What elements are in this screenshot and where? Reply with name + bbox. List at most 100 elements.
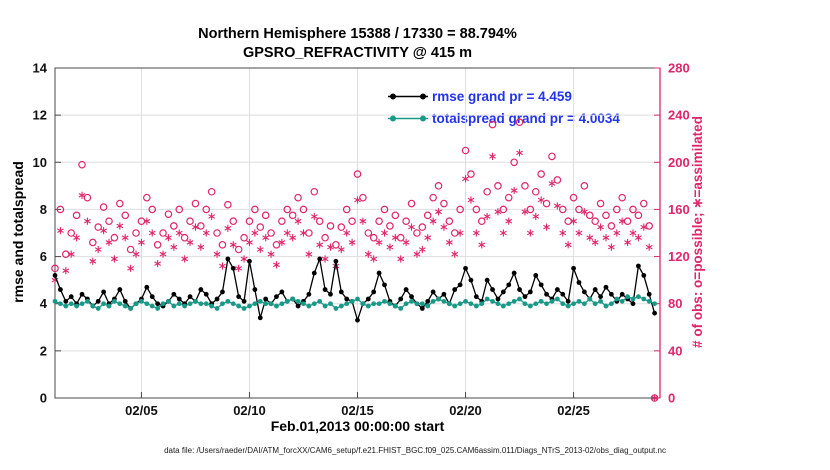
data-point-assimilated [143, 218, 151, 224]
data-point-possible [51, 264, 59, 273]
data-point-totalspread [436, 296, 441, 302]
data-point-assimilated [121, 235, 129, 240]
data-point-possible [396, 233, 405, 242]
data-point-rmse [425, 298, 431, 304]
series-line-rmse [54, 256, 656, 323]
data-point-possible [348, 217, 356, 226]
data-point-rmse [187, 294, 193, 300]
data-point-assimilated [219, 263, 226, 269]
data-point-possible [229, 217, 238, 226]
data-point-rmse [511, 270, 517, 276]
data-point-rmse [95, 298, 101, 304]
data-point-totalspread [268, 301, 274, 307]
data-point-possible [645, 222, 653, 230]
data-point-totalspread [311, 301, 317, 307]
data-point-totalspread [598, 298, 603, 304]
data-point-rmse [52, 273, 58, 278]
data-point-assimilated [116, 223, 124, 229]
data-point-possible [305, 229, 313, 237]
data-point-totalspread [527, 303, 533, 309]
data-point-totalspread [290, 296, 296, 302]
data-point-totalspread [549, 298, 555, 304]
data-point-totalspread [122, 303, 128, 309]
data-point-rmse [328, 291, 333, 297]
data-point-rmse [581, 289, 587, 295]
data-point-totalspread [441, 298, 447, 304]
data-point-rmse [338, 289, 344, 295]
data-point-possible [191, 199, 200, 208]
data-point-totalspread [182, 303, 188, 309]
right-tick-label: 280 [668, 61, 690, 76]
data-point-rmse [495, 296, 501, 302]
data-point-totalspread [58, 301, 63, 307]
data-point-totalspread [592, 301, 598, 307]
data-point-rmse [236, 294, 242, 300]
data-point-possible [499, 205, 508, 214]
data-point-totalspread [95, 306, 101, 311]
data-point-totalspread [322, 303, 328, 309]
data-point-possible [456, 205, 464, 214]
data-point-possible [143, 193, 151, 202]
data-point-assimilated [543, 224, 550, 230]
right-tick-label: 160 [668, 202, 690, 217]
data-point-assimilated [516, 150, 523, 156]
data-point-assimilated [192, 224, 199, 230]
data-point-rmse [490, 287, 495, 292]
data-point-rmse [257, 315, 263, 321]
data-point-totalspread [220, 301, 225, 307]
data-point-assimilated [597, 224, 604, 230]
data-point-assimilated [591, 240, 599, 245]
data-point-possible [105, 217, 113, 226]
data-point-possible [132, 229, 140, 237]
data-point-possible [332, 240, 340, 249]
data-point-possible [207, 187, 216, 196]
data-point-rmse [306, 291, 312, 297]
data-point-possible [542, 199, 551, 208]
data-point-possible [639, 199, 648, 208]
data-point-assimilated [105, 240, 113, 245]
data-point-totalspread [349, 298, 355, 304]
data-point-totalspread [576, 298, 582, 304]
data-point-possible [585, 211, 594, 220]
data-point-totalspread [112, 298, 117, 304]
data-point-totalspread [133, 301, 139, 307]
data-point-totalspread [149, 303, 155, 309]
data-point-possible [418, 223, 427, 231]
data-point-rmse [230, 265, 236, 271]
data-point-possible [272, 240, 281, 249]
data-point-assimilated [56, 228, 64, 233]
data-point-possible [391, 211, 400, 220]
data-point-totalspread [538, 298, 544, 304]
right-tick-label: 40 [668, 343, 682, 358]
data-point-totalspread [522, 301, 528, 307]
data-point-possible [261, 211, 270, 220]
right-tick-label: 0 [668, 391, 675, 406]
data-point-possible [423, 211, 432, 220]
data-point-rmse [452, 287, 458, 292]
data-point-totalspread [74, 303, 80, 309]
data-point-assimilated [532, 214, 540, 219]
data-point-rmse [500, 289, 506, 295]
data-point-assimilated [100, 228, 108, 233]
data-point-totalspread [365, 303, 371, 309]
data-point-assimilated [613, 230, 621, 236]
data-point-rmse [144, 284, 150, 290]
data-point-totalspread [274, 303, 279, 309]
x-tick-label: 02/05 [125, 403, 158, 418]
left-tick-label: 2 [40, 343, 47, 358]
data-point-rmse [101, 289, 107, 295]
data-point-assimilated [159, 251, 167, 257]
data-point-possible [197, 222, 205, 230]
data-point-possible [569, 193, 578, 202]
x-tick-label: 02/20 [449, 403, 482, 418]
data-point-possible [386, 222, 394, 230]
data-point-totalspread [565, 303, 571, 309]
data-point-totalspread [463, 298, 468, 304]
data-point-rmse [68, 294, 74, 300]
data-point-possible [429, 193, 437, 202]
data-point-totalspread [117, 301, 123, 307]
data-point-assimilated [526, 230, 534, 236]
data-point-possible [591, 217, 599, 226]
data-point-assimilated [472, 230, 480, 236]
legend-sample-dot-totalspread [390, 115, 396, 122]
